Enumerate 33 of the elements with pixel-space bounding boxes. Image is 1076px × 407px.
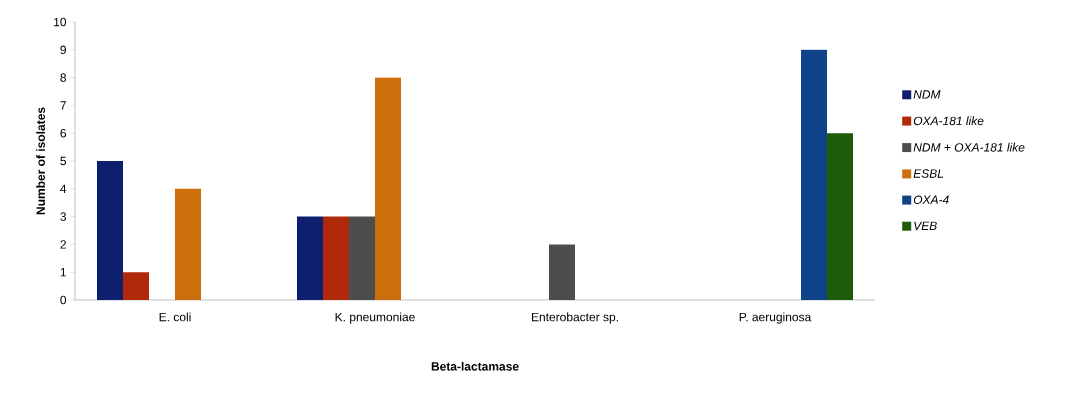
y-tick-label: 1 [60, 268, 66, 277]
bar [827, 133, 854, 300]
x-axis-title: Beta-lactamase [431, 361, 519, 371]
y-tick-label: 8 [60, 73, 67, 82]
bar [375, 77, 402, 300]
bar [123, 272, 149, 300]
y-tick-label: 7 [60, 101, 66, 110]
y-tick-label: 10 [54, 17, 67, 27]
bar [801, 49, 828, 300]
x-tick-label: P. aeruginosa [739, 312, 812, 324]
legend-label: VEB [914, 221, 937, 230]
bar [175, 188, 201, 300]
y-tick-label: 3 [60, 212, 67, 221]
y-axis-title: Number of isolates [36, 107, 45, 215]
y-tick-label: 0 [60, 295, 67, 305]
x-tick-label: E. coli [159, 312, 191, 322]
bar [97, 161, 123, 300]
x-tick-label: K. pneumoniae [335, 312, 415, 324]
legend-label: ESBL [913, 169, 944, 178]
legend-label: NDM [913, 90, 941, 99]
bar [323, 216, 349, 300]
y-tick-label: 4 [60, 184, 67, 193]
legend-label: NDM + OXA-181 like [913, 142, 1025, 152]
y-tick-label: 2 [60, 240, 66, 249]
bar [349, 216, 375, 300]
bar [549, 244, 576, 300]
legend-label: OXA-181 like [913, 116, 984, 126]
y-tick-label: 5 [60, 156, 67, 166]
y-tick-label: 9 [60, 45, 66, 55]
x-tick-label: Enterobacter sp. [531, 312, 618, 324]
y-tick-label: 6 [60, 128, 67, 138]
legend-label: OXA-4 [913, 195, 949, 204]
bar [297, 216, 323, 300]
